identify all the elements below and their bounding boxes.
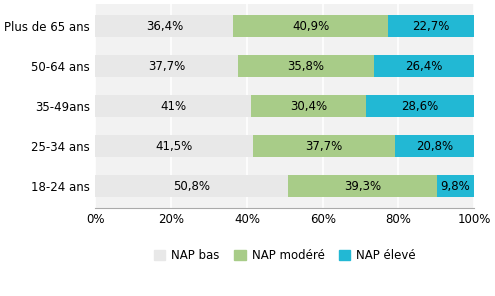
Text: 9,8%: 9,8% — [441, 180, 470, 193]
Text: 20,8%: 20,8% — [416, 140, 453, 153]
Bar — [366, 95, 474, 117]
Bar — [437, 175, 474, 197]
Text: 41%: 41% — [160, 100, 186, 112]
Bar — [374, 55, 474, 77]
Text: 30,4%: 30,4% — [290, 100, 327, 112]
Text: 22,7%: 22,7% — [412, 20, 450, 33]
Text: 41,5%: 41,5% — [155, 140, 193, 153]
Text: 40,9%: 40,9% — [292, 20, 329, 33]
Text: 36,4%: 36,4% — [146, 20, 183, 33]
Bar — [252, 135, 396, 157]
Bar — [96, 175, 288, 197]
Bar — [96, 95, 251, 117]
Bar — [288, 175, 437, 197]
Text: 37,7%: 37,7% — [148, 59, 186, 73]
Text: 37,7%: 37,7% — [305, 140, 343, 153]
Bar — [388, 15, 474, 37]
Bar — [238, 55, 374, 77]
Text: 50,8%: 50,8% — [173, 180, 210, 193]
Text: 28,6%: 28,6% — [401, 100, 439, 112]
Bar — [233, 15, 388, 37]
Bar — [251, 95, 366, 117]
Text: 35,8%: 35,8% — [288, 59, 325, 73]
Legend: NAP bas, NAP modéré, NAP élevé: NAP bas, NAP modéré, NAP élevé — [151, 247, 418, 264]
Bar — [96, 135, 252, 157]
Text: 39,3%: 39,3% — [344, 180, 381, 193]
Text: 26,4%: 26,4% — [405, 59, 443, 73]
Bar — [96, 55, 238, 77]
Bar — [396, 135, 474, 157]
Bar — [96, 15, 233, 37]
